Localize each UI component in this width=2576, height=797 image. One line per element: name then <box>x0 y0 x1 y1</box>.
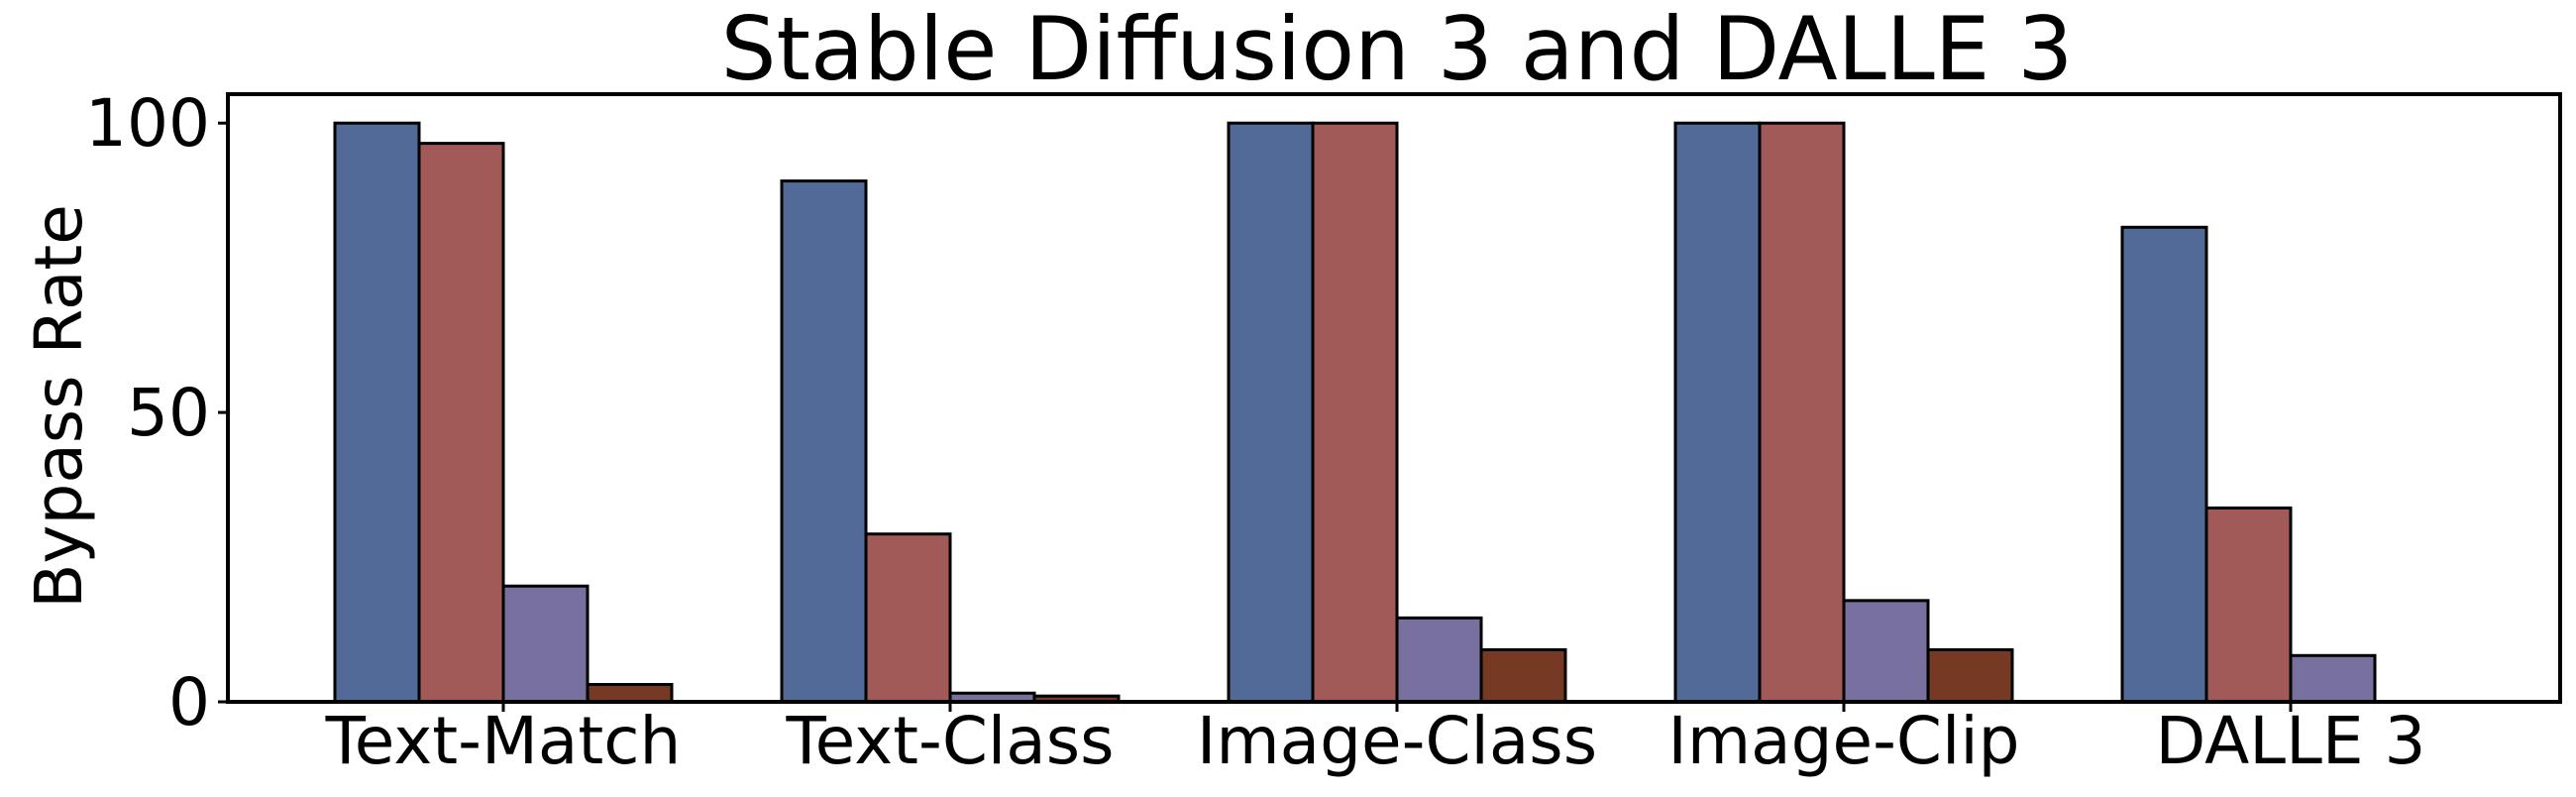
bar-text-match-series-2 <box>417 142 505 704</box>
bar-text-class-series-1 <box>780 179 868 704</box>
x-tick-label: Text-Class <box>786 703 1115 779</box>
bar-dalle-3-series-2 <box>2204 506 2293 704</box>
y-tick-label: 0 <box>168 664 210 740</box>
x-tick-label: Image-Clip <box>1667 703 2019 779</box>
bar-text-match-series-1 <box>333 121 421 704</box>
bar-image-class-series-1 <box>1227 121 1315 704</box>
ticks-layer: Text-Match Text-Class Image-Class Image-Cli… <box>85 85 2426 779</box>
bar-text-match-series-3 <box>501 584 590 704</box>
bar-image-class-series-2 <box>1311 121 1399 704</box>
bar-image-clip-series-1 <box>1673 121 1762 704</box>
y-tick-label: 50 <box>127 375 210 451</box>
y-tick-label: 100 <box>85 85 210 162</box>
bar-image-clip-series-2 <box>1758 121 1846 704</box>
bar-dalle-3-series-3 <box>2289 653 2377 704</box>
bar-text-class-series-2 <box>864 532 952 704</box>
bar-image-clip-series-4 <box>1926 647 2014 704</box>
bar-dalle-3-series-1 <box>2120 225 2208 704</box>
bars-layer <box>333 121 2377 704</box>
x-tick-label: Image-Class <box>1197 703 1597 779</box>
x-tick-label: DALLE 3 <box>2155 703 2425 779</box>
bar-image-class-series-4 <box>1479 647 1567 704</box>
bar-text-match-series-4 <box>586 682 674 704</box>
bar-image-clip-series-3 <box>1842 599 1930 704</box>
bar-image-class-series-3 <box>1395 616 1483 704</box>
x-tick-label: Text-Match <box>325 703 682 779</box>
plot-frame <box>226 92 2562 704</box>
y-axis-label: Bypass Rate <box>21 204 97 609</box>
chart-title: Stable Diffusion 3 and DALLE 3 <box>721 0 2074 100</box>
